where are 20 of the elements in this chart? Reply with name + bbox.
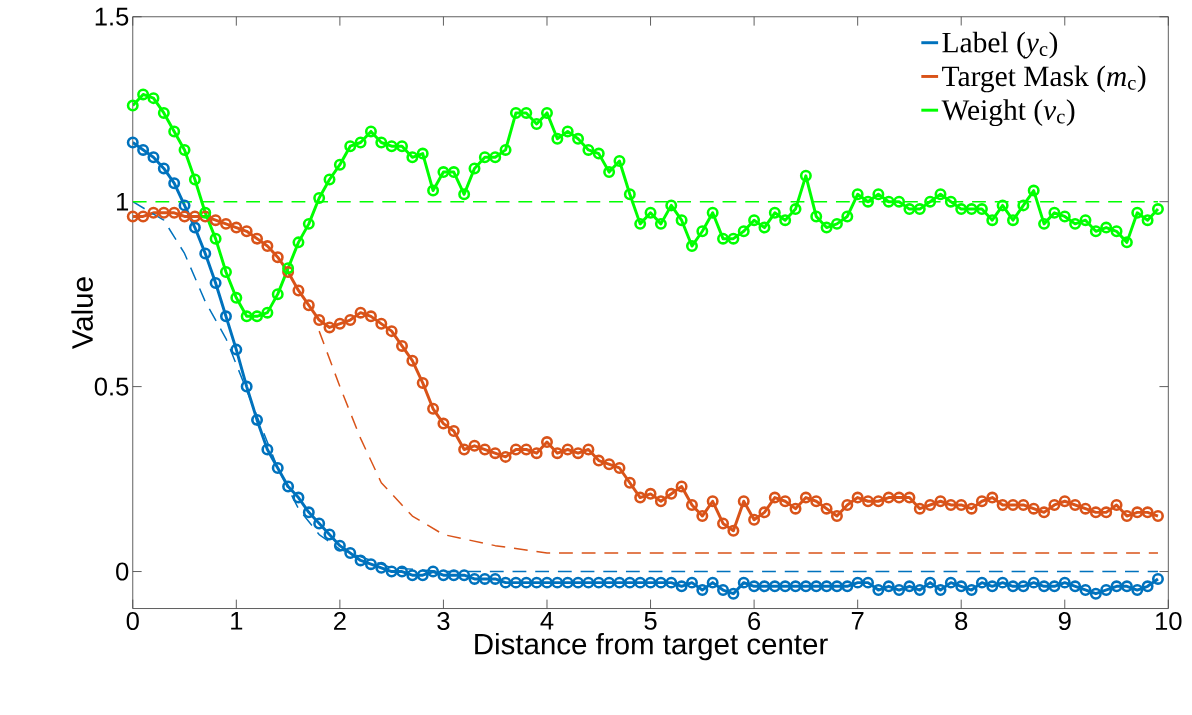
y-tick-label: 1	[117, 192, 129, 211]
legend-label: Weight (v$_{c}$)	[941, 99, 1075, 127]
legend-label: Label (y$_{c}$)	[942, 31, 1058, 59]
y-axis-title: Value	[71, 277, 93, 350]
line-series	[318, 330, 1159, 554]
x-tick-label: 4	[540, 611, 554, 630]
legend-label: Target Mask (m$_{c}$)	[942, 65, 1146, 93]
x-tick-label: 2	[334, 611, 346, 630]
x-tick-label: 8	[955, 611, 968, 631]
y-tick-label: 1.5	[95, 7, 129, 26]
y-tick-label: 0	[116, 562, 129, 581]
x-tick-label: 10	[1156, 611, 1182, 631]
x-axis-title: Distance from target center	[475, 632, 828, 661]
x-tick-label: 1	[231, 611, 243, 630]
y-tick-label: 0.5	[94, 377, 129, 396]
x-tick-label: 6	[748, 611, 761, 631]
x-tick-label: 9	[1058, 611, 1071, 631]
x-tick-label: 5	[644, 611, 657, 630]
x-tick-label: 3	[437, 611, 450, 631]
x-tick-label: 7	[851, 611, 864, 630]
